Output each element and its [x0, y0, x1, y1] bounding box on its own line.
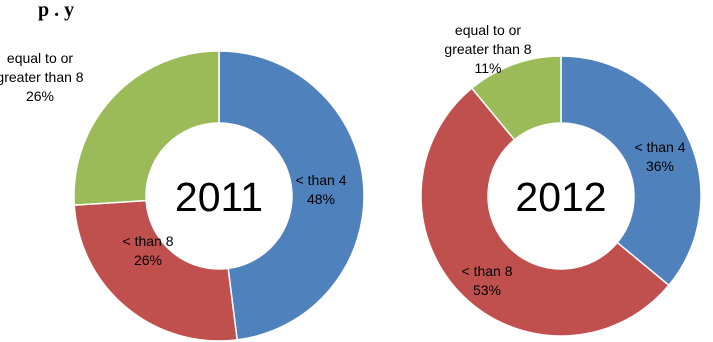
donut-center-year: 2012 — [515, 174, 606, 220]
donut-slice-than-8 — [420, 87, 670, 337]
header-title-fragment: p . y — [38, 0, 74, 21]
data-label-than-4: < than 4 36% — [635, 139, 686, 174]
donut-slice-than-4 — [218, 50, 365, 341]
donut-chart-2011: 2011 < than 4 48% < than 8 26% equal to or gre… — [0, 50, 365, 342]
data-label-than-8: < than 8 26% — [123, 233, 174, 268]
donut-slice-equal-to-or-greater-than-8 — [470, 55, 562, 141]
data-label-than-4: < than 4 48% — [296, 172, 347, 207]
data-label-equal-to-or-greater-than-8: equal to or greater than 8 11% — [444, 22, 531, 76]
donut-slice-than-8 — [73, 199, 239, 342]
data-label-equal-to-or-greater-than-8: equal to or greater than 8 26% — [0, 50, 84, 104]
donut-center-year: 2011 — [175, 174, 263, 220]
donut-chart-2012: 2012 < than 4 36% < than 8 53% equal to or gre… — [420, 22, 702, 337]
donut-slice-than-4 — [560, 55, 702, 287]
donut-slice-equal-to-or-greater-than-8 — [73, 50, 220, 206]
data-label-than-8: < than 8 53% — [462, 263, 513, 298]
